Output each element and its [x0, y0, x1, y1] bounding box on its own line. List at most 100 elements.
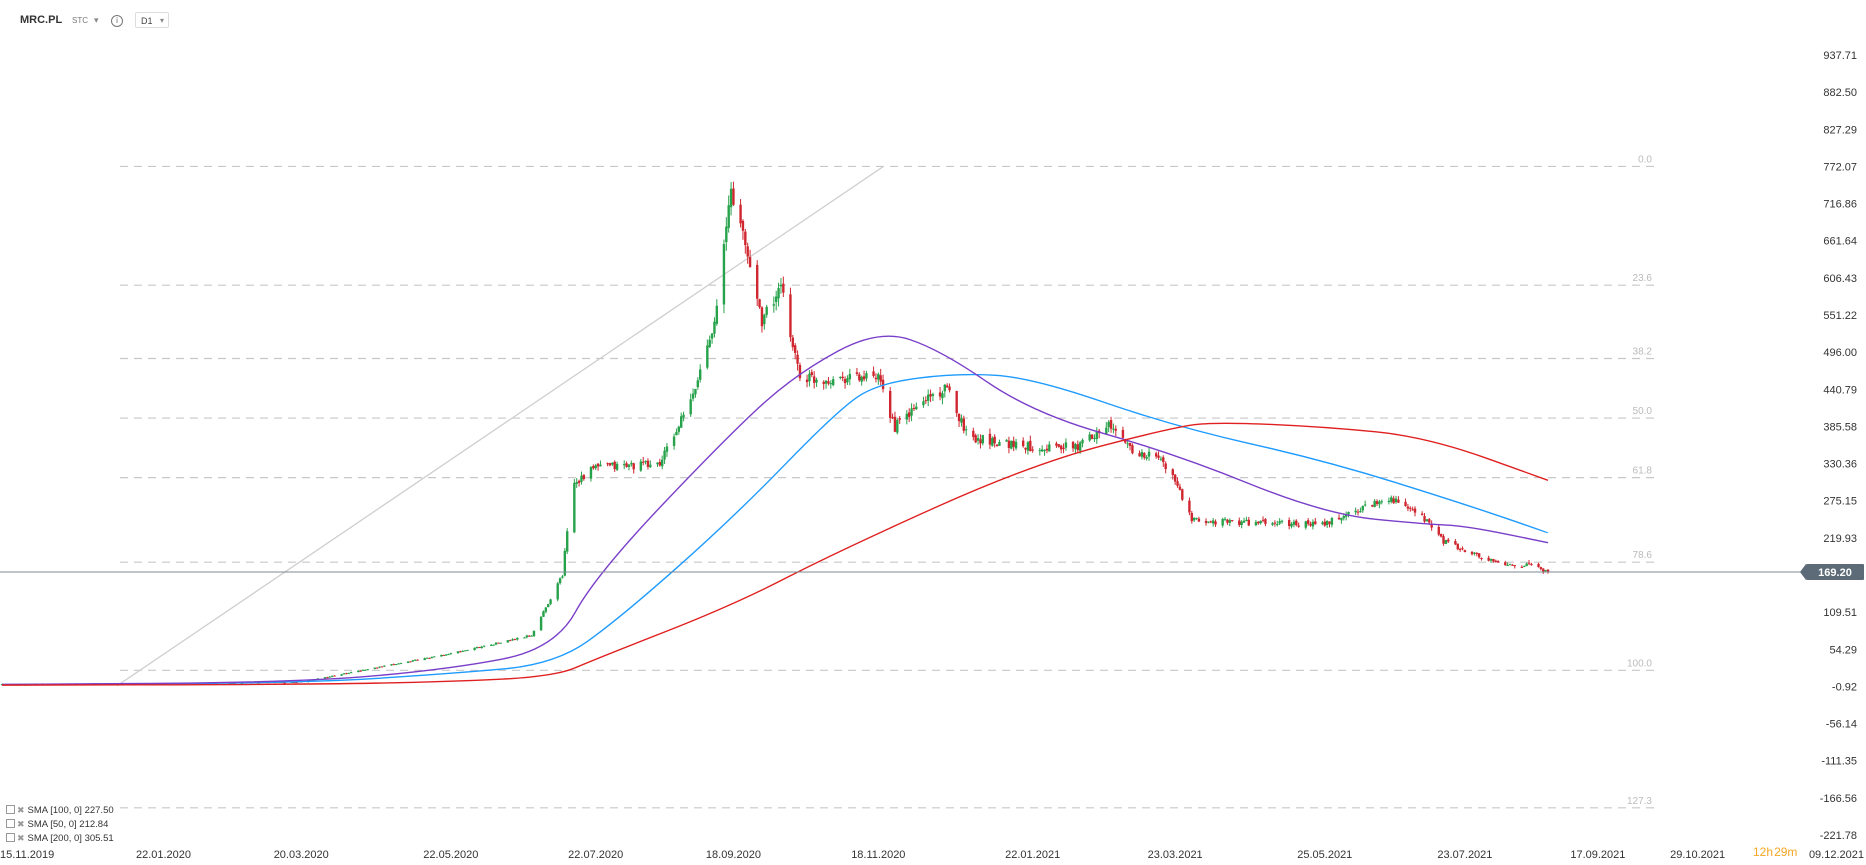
candle-body-277 — [924, 400, 928, 402]
candle-body-445 — [1480, 557, 1483, 559]
y-tick-label-18: -56.14 — [1826, 719, 1857, 731]
x-tick-label-8: 23.03.2021 — [1148, 849, 1203, 861]
candle-body-390 — [1297, 525, 1300, 527]
candle-body-135 — [449, 653, 453, 655]
fib-label-1: 23.6 — [1633, 273, 1653, 284]
candle-body-198 — [661, 459, 664, 467]
candle-body-447 — [1489, 558, 1493, 561]
candle-body-213 — [710, 333, 714, 339]
candle-body-285 — [948, 386, 951, 391]
candle-body-131 — [440, 654, 443, 657]
candle-body-331 — [1105, 427, 1108, 435]
candle-body-220 — [732, 188, 735, 205]
candle-body-253 — [843, 379, 847, 384]
candle-body-372 — [1240, 521, 1243, 526]
candle-body-438 — [1458, 548, 1462, 550]
candle-body-256 — [855, 372, 859, 374]
chevron-down-icon[interactable]: ▾ — [94, 15, 99, 25]
symbol-label[interactable]: MRC.PL — [20, 14, 63, 26]
candle-body-287 — [957, 413, 961, 422]
candle-body-417 — [1390, 497, 1393, 502]
candle-body-329 — [1095, 431, 1098, 440]
candle-body-264 — [879, 375, 882, 382]
close-icon[interactable]: ✖ — [17, 819, 25, 829]
candle-body-139 — [463, 650, 467, 652]
candle-body-376 — [1254, 522, 1258, 526]
candle-body-142 — [475, 647, 479, 649]
fib-label-3: 50.0 — [1633, 406, 1653, 417]
candle-body-360 — [1197, 518, 1201, 522]
candle-body-156 — [523, 637, 526, 639]
candle-body-126 — [423, 658, 426, 661]
y-tick-label-21: -221.78 — [1820, 830, 1857, 842]
candle-body-282 — [941, 393, 944, 399]
candle-body-350 — [1164, 463, 1167, 470]
y-tick-label-11: 330.36 — [1823, 459, 1857, 471]
trendline-layer — [116, 165, 884, 687]
candle-body-189 — [630, 463, 633, 465]
candle-body-103 — [345, 673, 348, 675]
candle-body-194 — [646, 460, 650, 467]
candle-body-462 — [1539, 567, 1543, 570]
candle-body-457 — [1523, 565, 1526, 567]
settings-icon[interactable] — [6, 805, 15, 814]
candle-body-223 — [744, 231, 747, 246]
candle-body-444 — [1477, 553, 1481, 558]
info-icon[interactable]: i — [111, 15, 123, 27]
close-icon[interactable]: ✖ — [17, 833, 25, 843]
candle-body-375 — [1247, 519, 1250, 526]
candle-body-361 — [1204, 521, 1208, 524]
candle-body-252 — [841, 376, 844, 379]
candle-body-427 — [1423, 516, 1426, 522]
y-tick-label-6: 606.43 — [1823, 273, 1857, 285]
legend-item-sma-200[interactable]: ✖ SMA [200, 0] 305.51 — [6, 831, 114, 845]
candle-body-302 — [1007, 440, 1011, 448]
candle-body-136 — [456, 651, 460, 654]
sma-line-0 — [1, 373, 1549, 686]
candle-body-413 — [1375, 501, 1379, 505]
candle-body-237 — [791, 337, 795, 348]
candle-body-365 — [1214, 521, 1217, 525]
candle-body-244 — [812, 376, 816, 383]
settings-icon[interactable] — [6, 819, 15, 828]
trendline — [116, 165, 884, 687]
candle-body-141 — [473, 647, 476, 651]
candle-body-446 — [1487, 557, 1490, 561]
candle-body-201 — [672, 436, 676, 446]
timeframe-select[interactable]: D1 ▾ — [135, 12, 169, 28]
candle-body-170 — [566, 531, 569, 552]
candle-body-270 — [898, 418, 901, 420]
candle-body-322 — [1074, 444, 1077, 450]
candle-body-362 — [1207, 521, 1210, 523]
candle-body-130 — [433, 656, 436, 658]
legend-item-sma-50[interactable]: ✖ SMA [50, 0] 212.84 — [6, 817, 114, 831]
candle-body-104 — [347, 672, 350, 674]
candle-body-440 — [1463, 550, 1467, 553]
candle-body-414 — [1378, 501, 1381, 505]
market-label[interactable]: STC — [72, 16, 88, 25]
candle-body-415 — [1380, 501, 1383, 503]
candle-body-344 — [1145, 457, 1148, 459]
candle-body-151 — [506, 640, 510, 643]
candle-body-178 — [594, 465, 597, 469]
candle-body-420 — [1397, 499, 1400, 503]
settings-icon[interactable] — [6, 833, 15, 842]
candle-body-249 — [829, 383, 833, 385]
candle-body-288 — [960, 418, 963, 423]
close-icon[interactable]: ✖ — [17, 805, 25, 815]
candle-body-439 — [1461, 548, 1464, 550]
candle-body-326 — [1088, 434, 1091, 441]
candle-body-248 — [827, 381, 830, 384]
candle-body-207 — [691, 393, 695, 399]
candle-body-314 — [1045, 448, 1049, 451]
candle-body-164 — [547, 604, 550, 608]
candle-body-339 — [1128, 442, 1132, 446]
candle-body-354 — [1178, 486, 1182, 490]
candle-body-385 — [1280, 520, 1284, 522]
candle-body-279 — [929, 393, 932, 397]
legend-item-sma-100[interactable]: ✖ SMA [100, 0] 227.50 — [6, 803, 114, 817]
y-axis: 937.71 882.50 827.29 772.07 716.86 661.64 606.… — [1820, 50, 1857, 842]
candle-body-162 — [542, 611, 545, 617]
candle-body-290 — [964, 429, 968, 431]
